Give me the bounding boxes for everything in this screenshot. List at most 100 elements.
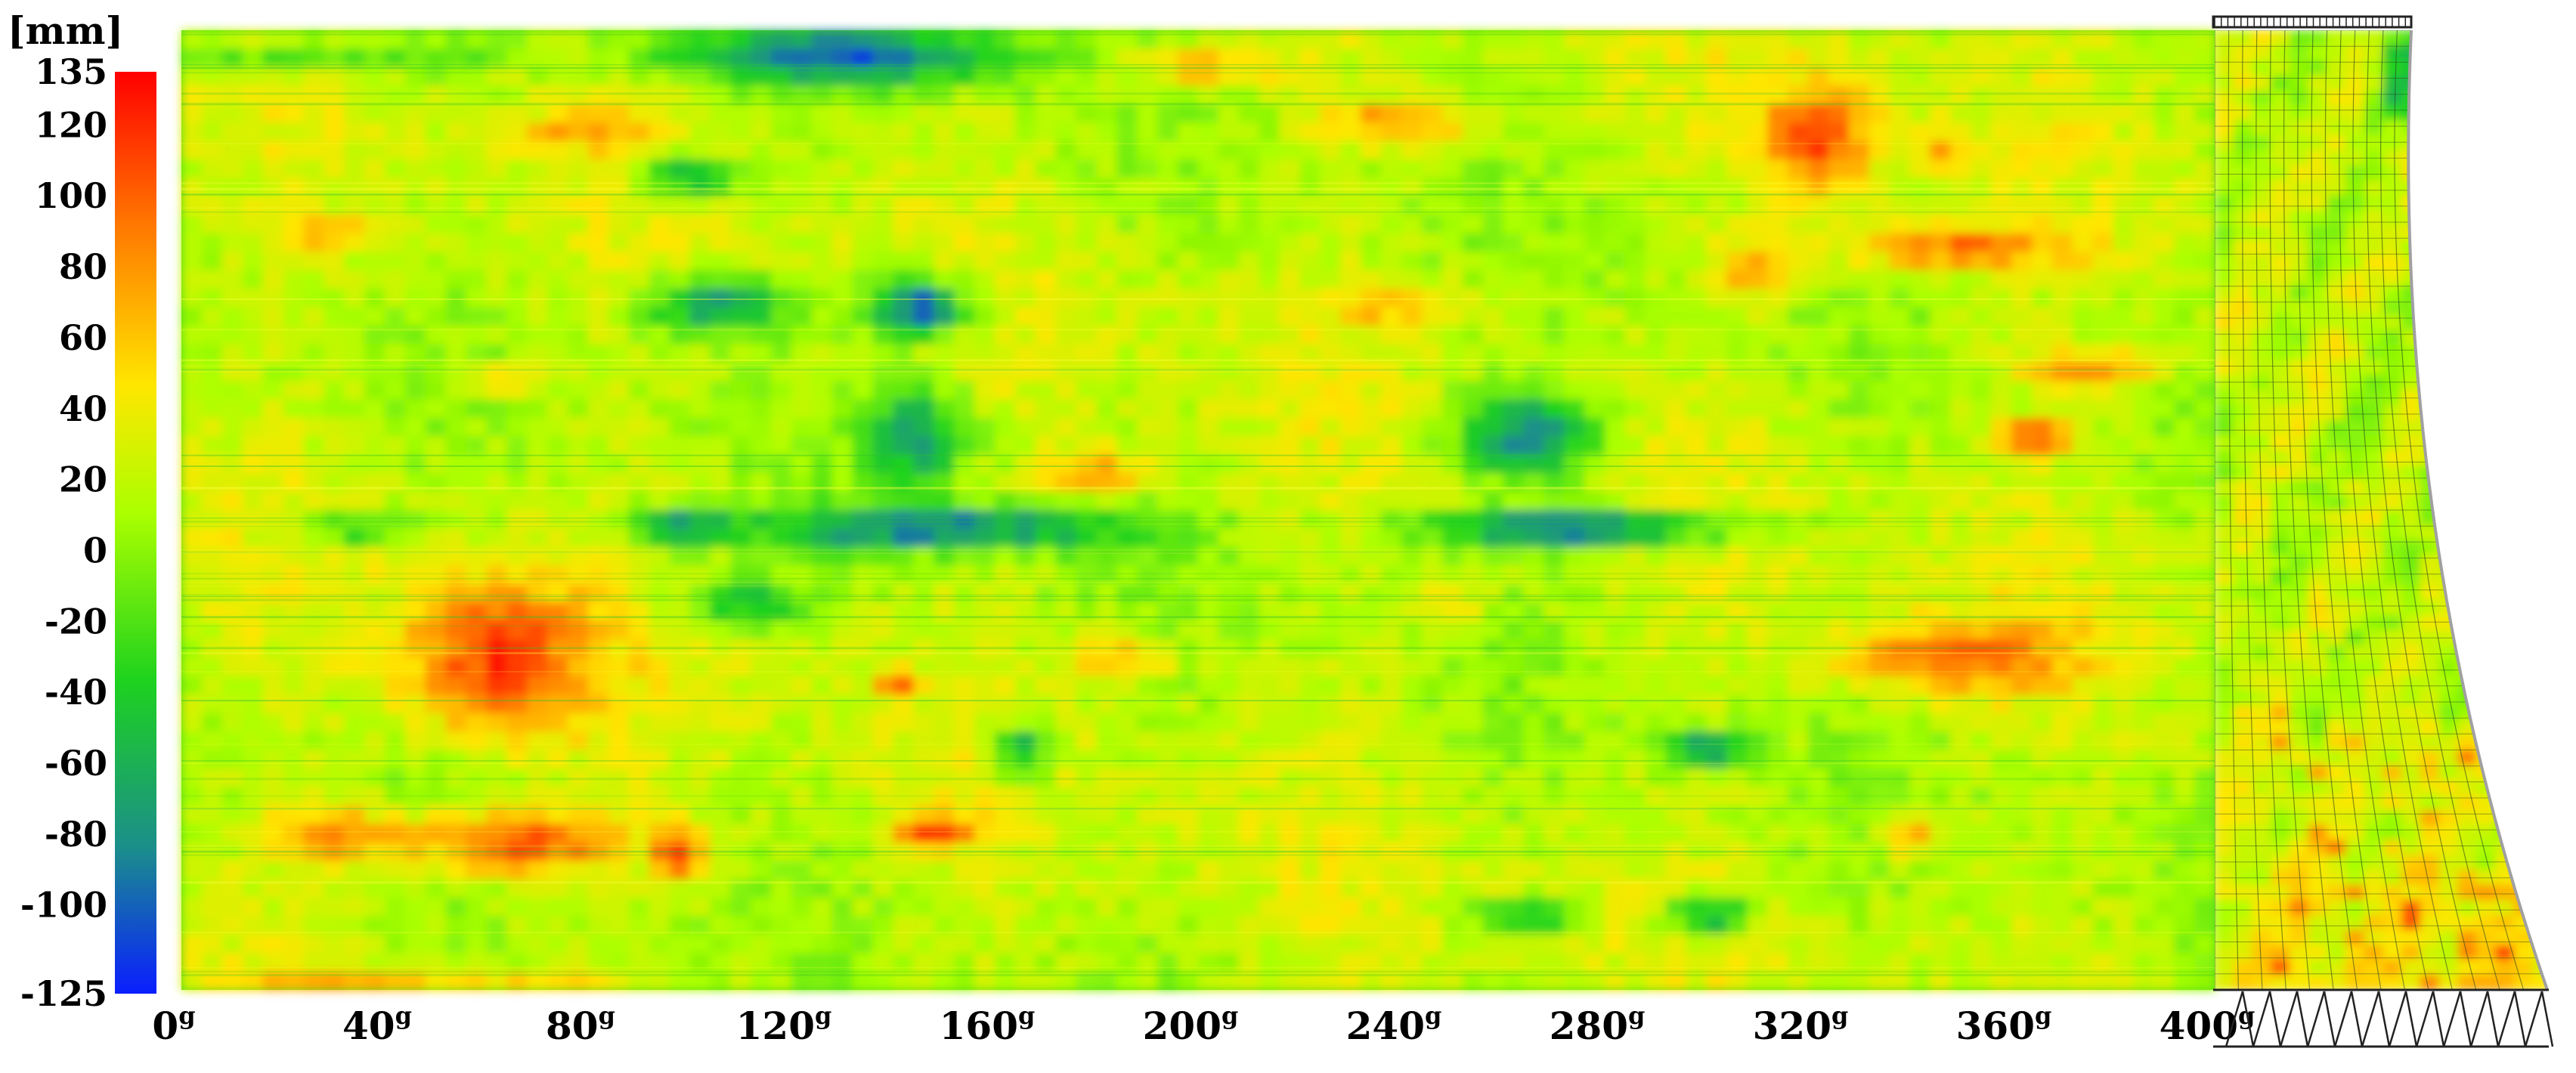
heatmap-cell xyxy=(1381,897,1402,917)
heatmap-cell xyxy=(1605,233,1626,253)
heatmap-cell xyxy=(1909,879,1931,898)
heatmap-cell xyxy=(1828,861,1850,880)
heatmap-cell xyxy=(404,122,426,142)
heatmap-cell xyxy=(1909,861,1931,880)
heatmap-cell xyxy=(1259,842,1280,861)
heatmap-cell xyxy=(1747,805,1769,825)
heatmap-cell xyxy=(751,934,772,954)
heatmap-cell xyxy=(2133,252,2155,271)
heatmap-cell xyxy=(1421,787,1443,806)
heatmap-cell xyxy=(995,344,1016,363)
heatmap-cell xyxy=(1564,602,1586,622)
heatmap-cell xyxy=(404,85,426,105)
heatmap-cell xyxy=(1889,48,1911,68)
heatmap-cell xyxy=(1157,842,1179,861)
heatmap-cell xyxy=(1726,159,1748,179)
heatmap-cell xyxy=(831,196,853,216)
heatmap-cell xyxy=(242,307,264,326)
heatmap-cell xyxy=(1055,602,1077,622)
heatmap-cell xyxy=(974,620,995,640)
heatmap-cell xyxy=(547,233,569,253)
heatmap-cell xyxy=(1401,750,1423,769)
heatmap-cell xyxy=(181,270,203,289)
heatmap-cell xyxy=(1848,916,1870,935)
heatmap-cell xyxy=(1198,824,1219,843)
heatmap-cell xyxy=(1381,510,1402,530)
heatmap-cell xyxy=(364,694,385,714)
heatmap-cell xyxy=(1605,657,1626,677)
heatmap-cell xyxy=(1645,30,1667,50)
heatmap-cell xyxy=(811,676,833,696)
heatmap-cell xyxy=(1035,233,1057,253)
heatmap-cell xyxy=(568,639,589,659)
heatmap-cell xyxy=(2133,528,2155,548)
heatmap-cell xyxy=(1523,713,1545,733)
heatmap-cell xyxy=(1686,934,1708,954)
heatmap-cell xyxy=(1035,141,1057,160)
heatmap-cell xyxy=(852,30,874,50)
heatmap-cell xyxy=(1869,30,1890,50)
heatmap-cell xyxy=(2133,288,2155,308)
heatmap-cell xyxy=(933,85,955,105)
heatmap-cell xyxy=(1909,602,1931,622)
heatmap-cell xyxy=(283,620,305,640)
heatmap-cell xyxy=(954,528,976,548)
heatmap-cell xyxy=(893,473,915,493)
heatmap-cell xyxy=(1523,546,1545,567)
heatmap-cell xyxy=(1747,583,1769,604)
heatmap-cell xyxy=(2113,307,2135,326)
heatmap-cell xyxy=(1564,842,1586,861)
heatmap-cell xyxy=(628,842,650,861)
heatmap-cell xyxy=(811,122,833,142)
heatmap-cell xyxy=(588,934,609,954)
heatmap-cell xyxy=(242,344,264,363)
heatmap-cell xyxy=(1930,307,1952,326)
heatmap-cell xyxy=(730,546,752,567)
heatmap-cell xyxy=(2092,48,2114,68)
heatmap-cell xyxy=(1441,639,1463,659)
heatmap-cell xyxy=(913,196,935,216)
heatmap-cell xyxy=(1665,510,1687,530)
heatmap-cell xyxy=(1930,787,1952,806)
heatmap-cell xyxy=(2011,750,2033,769)
heatmap-cell xyxy=(811,842,833,861)
heatmap-cell xyxy=(344,750,366,769)
heatmap-cell xyxy=(1726,215,1748,234)
heatmap-cell xyxy=(649,694,670,714)
heatmap-cell xyxy=(1116,861,1138,880)
heatmap-cell xyxy=(1441,731,1463,751)
heatmap-cell xyxy=(1096,215,1118,234)
heatmap-cell xyxy=(1401,122,1423,142)
heatmap-cell xyxy=(2031,454,2053,475)
heatmap-cell xyxy=(1462,66,1484,87)
heatmap-cell xyxy=(913,104,935,124)
heatmap-cell xyxy=(1828,916,1850,935)
heatmap-cell xyxy=(954,436,976,456)
heatmap-cell xyxy=(283,325,305,345)
heatmap-cell xyxy=(933,805,955,825)
heatmap-cell xyxy=(649,546,670,567)
heatmap-cell xyxy=(1116,879,1138,898)
heatmap-cell xyxy=(628,48,650,68)
heatmap-cell xyxy=(2072,602,2094,622)
heatmap-cell xyxy=(221,344,243,363)
heatmap-cells xyxy=(181,30,2215,991)
heatmap-cell xyxy=(1706,916,1728,935)
heatmap-cell xyxy=(588,270,609,289)
heatmap-cell xyxy=(364,676,385,696)
heatmap-cell xyxy=(831,491,853,511)
heatmap-cell xyxy=(445,85,467,105)
heatmap-cell xyxy=(1523,288,1545,308)
heatmap-cell xyxy=(2031,510,2053,530)
heatmap-cell xyxy=(1889,141,1911,160)
heatmap-cell xyxy=(1014,66,1036,87)
heatmap-cell xyxy=(1279,824,1301,843)
heatmap-cell xyxy=(1238,122,1260,142)
heatmap-cell xyxy=(2092,178,2114,197)
heatmap-cell xyxy=(2011,787,2033,806)
heatmap-cell xyxy=(1137,141,1159,160)
heatmap-cell xyxy=(1564,344,1586,363)
heatmap-cell xyxy=(771,122,792,142)
heatmap-cell xyxy=(181,325,203,345)
heatmap-cell xyxy=(364,288,385,308)
